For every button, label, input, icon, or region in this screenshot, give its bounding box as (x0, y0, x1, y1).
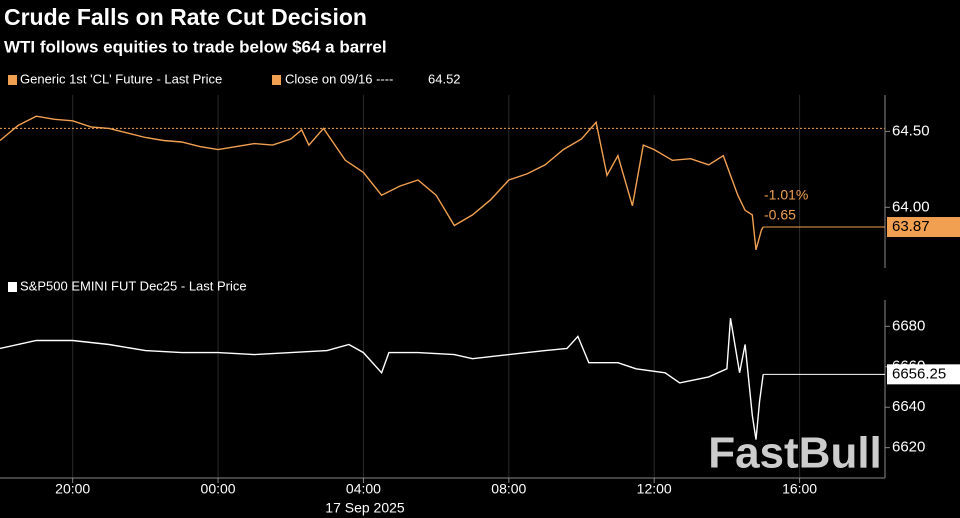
legend-label: Close on 09/16 ---- (285, 71, 393, 86)
series-line (0, 318, 764, 440)
watermark: FastBull (708, 429, 882, 478)
x-tick-label: 16:00 (782, 481, 817, 497)
x-tick-label: 20:00 (55, 481, 90, 497)
legend-label: Generic 1st 'CL' Future - Last Price (20, 71, 222, 86)
chart-title: Crude Falls on Rate Cut Decision (4, 4, 367, 30)
last-price-box (887, 217, 960, 238)
last-price-box (887, 364, 960, 385)
y-tick-label: 6680 (892, 317, 925, 334)
last-price-label: 63.87 (892, 218, 930, 235)
legend-swatch (272, 75, 281, 85)
y-tick-label: 6640 (892, 398, 925, 415)
last-price-label: 6656.25 (892, 365, 946, 382)
legend-swatch (8, 75, 17, 85)
y-tick-label: 6620 (892, 439, 925, 456)
annotation: -1.01% (764, 187, 808, 203)
legend-swatch (8, 282, 17, 292)
legend-value: 64.52 (428, 71, 461, 86)
series-line (0, 115, 764, 250)
x-tick-label: 04:00 (346, 481, 381, 497)
x-tick-label: 12:00 (637, 481, 672, 497)
annotation: -0.65 (764, 207, 796, 223)
legend-label: S&P500 EMINI FUT Dec25 - Last Price (20, 278, 247, 293)
chart-subtitle: WTI follows equities to trade below $64 … (4, 37, 387, 56)
y-tick-label: 64.00 (892, 198, 930, 215)
x-tick-label: 08:00 (491, 481, 526, 497)
x-date-label: 17 Sep 2025 (325, 500, 405, 516)
x-tick-label: 00:00 (201, 481, 236, 497)
y-tick-label: 64.50 (892, 122, 930, 139)
